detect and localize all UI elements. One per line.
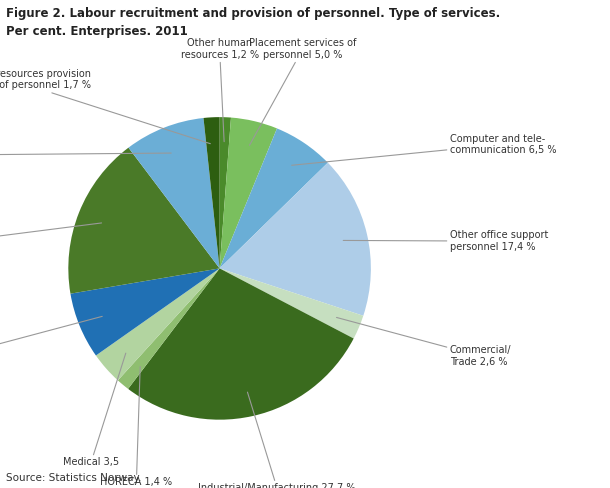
- Wedge shape: [118, 268, 220, 389]
- Wedge shape: [220, 268, 364, 339]
- Text: Computer and tele-
communication 6,5 %: Computer and tele- communication 6,5 %: [292, 134, 556, 165]
- Text: Construction
17,4 %: Construction 17,4 %: [0, 223, 101, 252]
- Wedge shape: [220, 117, 231, 268]
- Wedge shape: [128, 268, 354, 420]
- Wedge shape: [220, 118, 277, 268]
- Text: Other office support
personnel 17,4 %: Other office support personnel 17,4 %: [343, 230, 548, 252]
- Text: Other human resources provision
services of personnel 1,7 %: Other human resources provision services…: [0, 68, 210, 143]
- Text: Placement services of
personnel 5,0 %: Placement services of personnel 5,0 %: [249, 38, 356, 145]
- Text: Per cent. Enterprises. 2011: Per cent. Enterprises. 2011: [6, 25, 188, 39]
- Text: Other human
resources 1,2 %: Other human resources 1,2 %: [181, 38, 259, 142]
- Wedge shape: [96, 268, 220, 380]
- Wedge shape: [68, 148, 220, 294]
- Text: Figure 2. Labour recruitment and provision of personnel. Type of services.: Figure 2. Labour recruitment and provisi…: [6, 7, 500, 20]
- Wedge shape: [70, 268, 220, 355]
- Text: Commercial/
Trade 2,6 %: Commercial/ Trade 2,6 %: [337, 318, 511, 367]
- Wedge shape: [220, 163, 371, 316]
- Text: Other business
sector 8,6 %: Other business sector 8,6 %: [0, 144, 171, 166]
- Wedge shape: [204, 117, 220, 268]
- Wedge shape: [220, 128, 328, 268]
- Text: Transport/
Warehousing/
Logistics 7,1 %: Transport/ Warehousing/ Logistics 7,1 %: [0, 316, 102, 373]
- Text: Source: Statistics Norway.: Source: Statistics Norway.: [6, 473, 142, 483]
- Wedge shape: [129, 118, 220, 268]
- Text: Medical 3,5: Medical 3,5: [63, 353, 126, 468]
- Text: Industrial/Manufacturing 27,7 %: Industrial/Manufacturing 27,7 %: [198, 392, 356, 488]
- Text: HORECA 1,4 %: HORECA 1,4 %: [100, 366, 173, 487]
